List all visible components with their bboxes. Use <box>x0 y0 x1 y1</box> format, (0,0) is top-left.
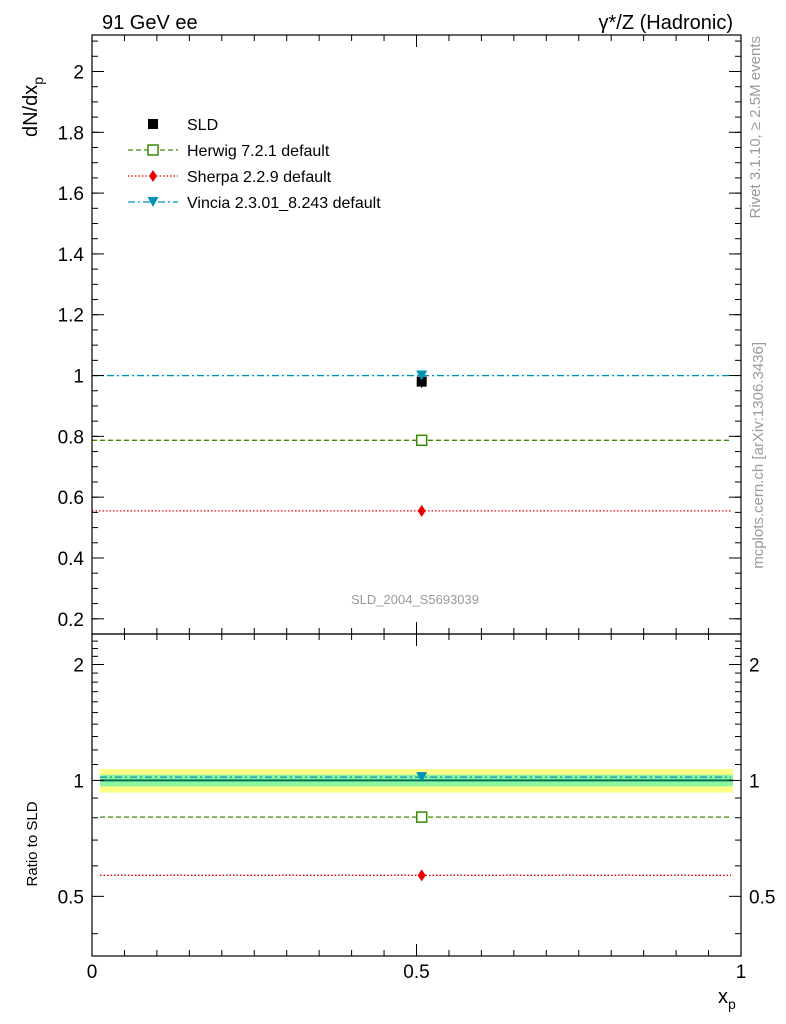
rivet-label: Rivet 3.1.10, ≥ 2.5M events <box>747 36 764 219</box>
legend-marker-2 <box>149 170 157 182</box>
legend-marker-0 <box>148 119 158 129</box>
main-plot: 0.2 0.4 0.6 0.8 1 1.2 1.4 1.6 1.8 2 SLD Herwig 7.2.… <box>58 34 742 635</box>
y-axis-title-main: dN/dxp <box>20 77 46 137</box>
y-tick-label-main: 1.6 <box>58 184 84 205</box>
header-left: 91 GeV ee <box>102 12 198 34</box>
data-point-2 <box>417 504 426 517</box>
y-tick-label-ratio: 2 <box>73 655 84 676</box>
data-point-3 <box>416 370 428 381</box>
y-tick-label-main: 1.8 <box>58 123 84 144</box>
legend-marker-1 <box>147 144 159 156</box>
y-tick-label-main: 2 <box>73 62 84 83</box>
y-tick-label-ratio-right: 0.5 <box>749 887 775 908</box>
ratio-point-1 <box>417 869 426 882</box>
x-tick-label: 0 <box>87 962 98 983</box>
y-tick-label-main: 0.8 <box>58 427 84 448</box>
y-tick-label-main: 0.6 <box>58 488 84 509</box>
y-axis-title-ratio: Ratio to SLD <box>24 801 41 886</box>
header-right: γ*/Z (Hadronic) <box>599 12 733 34</box>
x-axis-title: xp <box>718 986 736 1012</box>
mcplots-label: mcplots.cern.ch [arXiv:1306.3436] <box>750 342 767 569</box>
x-tick-label: 1 <box>736 962 747 983</box>
ratio-frame <box>91 633 742 957</box>
ratio-plot: 0.5 0.5 1 1 2 2 0 0.5 1 <box>58 633 775 983</box>
legend-label-3: Vincia 2.3.01_8.243 default <box>187 195 381 212</box>
x-tick-label: 0.5 <box>403 962 429 983</box>
y-tick-label-ratio-right: 1 <box>749 771 760 792</box>
y-tick-label-ratio: 0.5 <box>58 887 84 908</box>
legend-marker-3 <box>147 197 159 207</box>
y-tick-label-main: 1.2 <box>58 306 84 327</box>
y-tick-label-main: 1 <box>73 367 84 388</box>
y-tick-label-ratio: 1 <box>73 771 84 792</box>
ratio-point-0 <box>415 811 428 823</box>
analysis-watermark: SLD_2004_S5693039 <box>351 592 479 607</box>
y-tick-label-ratio-right: 2 <box>749 655 760 676</box>
data-point-1 <box>415 434 428 447</box>
legend-label-1: Herwig 7.2.1 default <box>187 143 330 160</box>
y-tick-label-main: 0.4 <box>58 549 85 570</box>
data-point-0 <box>416 376 427 387</box>
y-tick-label-main: 1.4 <box>58 245 85 266</box>
legend-label-0: SLD <box>187 117 218 134</box>
legend-label-2: Sherpa 2.2.9 default <box>187 169 332 186</box>
ratio-point-2 <box>416 772 428 783</box>
y-tick-label-main: 0.2 <box>58 610 84 631</box>
